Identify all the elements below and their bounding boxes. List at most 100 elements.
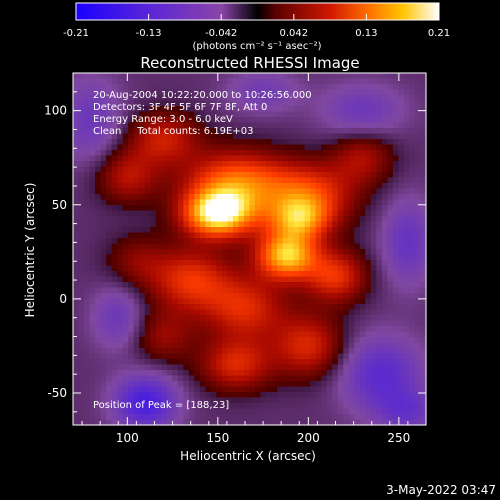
heatmap-cell: [155, 320, 162, 327]
heatmap-cell: [89, 353, 96, 360]
heatmap-cell: [299, 111, 306, 118]
heatmap-cell: [210, 166, 218, 173]
heatmap-cell: [365, 128, 372, 135]
heatmap-cell: [365, 287, 372, 294]
heatmap-cell: [177, 370, 184, 377]
heatmap-cell: [150, 249, 157, 256]
heatmap-cell: [238, 337, 245, 344]
heatmap-cell: [293, 84, 300, 91]
heatmap-cell: [255, 183, 262, 190]
heatmap-cell: [260, 144, 267, 151]
heatmap-cell: [84, 309, 91, 316]
heatmap-cell: [227, 89, 234, 96]
heatmap-cell: [161, 331, 168, 338]
heatmap-cell: [348, 78, 355, 85]
heatmap-cell: [420, 397, 427, 404]
heatmap-cell: [172, 216, 179, 223]
heatmap-cell: [221, 139, 229, 146]
heatmap-cell: [343, 304, 350, 311]
heatmap-cell: [210, 177, 218, 184]
heatmap-cell: [221, 128, 229, 135]
heatmap-cell: [133, 183, 140, 190]
heatmap-cell: [381, 304, 388, 311]
heatmap-cell: [210, 183, 218, 190]
heatmap-cell: [299, 282, 306, 289]
heatmap-cell: [133, 177, 140, 184]
heatmap-cell: [144, 73, 151, 80]
colorbar-tick-labels: -0.21 -0.13 -0.042 0.042 0.13 0.21: [63, 28, 450, 39]
heatmap-cell: [232, 117, 240, 124]
heatmap-cell: [370, 161, 377, 168]
heatmap-cell: [293, 331, 300, 338]
heatmap-cell: [266, 128, 273, 135]
heatmap-cell: [359, 199, 366, 206]
heatmap-cell: [255, 276, 262, 283]
heatmap-cell: [414, 216, 422, 223]
heatmap-cell: [73, 150, 80, 157]
heatmap-cell: [381, 331, 388, 338]
heatmap-cell: [243, 353, 251, 360]
heatmap-cell: [326, 282, 333, 289]
heatmap-cell: [398, 414, 405, 421]
heatmap-cell: [255, 144, 262, 151]
heatmap-cell: [409, 183, 416, 190]
heatmap-cell: [221, 95, 229, 102]
info-energy-range: Energy Range: 3.0 - 6.0 keV: [93, 114, 233, 125]
heatmap-cell: [326, 348, 333, 355]
heatmap-cell: [144, 89, 151, 96]
heatmap-cell: [326, 364, 333, 371]
heatmap-cell: [100, 282, 107, 289]
heatmap-cell: [210, 260, 218, 267]
heatmap-cell: [299, 348, 306, 355]
heatmap-cell: [144, 282, 151, 289]
heatmap-cell: [188, 381, 195, 388]
heatmap-cell: [299, 419, 306, 426]
heatmap-cell: [398, 375, 405, 382]
heatmap-cell: [271, 315, 278, 322]
heatmap-cell: [409, 293, 416, 300]
heatmap-cell: [106, 370, 113, 377]
heatmap-cell: [288, 95, 295, 102]
heatmap-cell: [277, 342, 284, 349]
heatmap-cell: [144, 265, 151, 272]
heatmap-cell: [293, 375, 300, 382]
heatmap-cell: [117, 111, 124, 118]
heatmap-cell: [381, 353, 388, 360]
heatmap-cell: [293, 188, 300, 195]
heatmap-cell: [84, 348, 91, 355]
heatmap-cell: [73, 95, 80, 102]
heatmap-cell: [139, 238, 146, 245]
heatmap-cell: [392, 419, 400, 426]
heatmap-cell: [293, 78, 300, 85]
heatmap-cell: [326, 216, 333, 223]
heatmap-cell: [260, 84, 267, 91]
heatmap-cell: [205, 403, 212, 410]
x-tick-label: 250: [387, 431, 410, 445]
heatmap-cell: [155, 139, 162, 146]
heatmap-cell: [266, 155, 273, 162]
heatmap-cell: [84, 155, 91, 162]
heatmap-cell: [111, 84, 118, 91]
heatmap-cell: [183, 89, 190, 96]
heatmap-cell: [183, 216, 190, 223]
heatmap-cell: [243, 304, 251, 311]
heatmap-cell: [139, 199, 146, 206]
heatmap-cell: [227, 199, 234, 206]
heatmap-cell: [221, 392, 229, 399]
heatmap-cell: [288, 188, 295, 195]
heatmap-cell: [293, 414, 300, 421]
heatmap-cell: [227, 166, 234, 173]
heatmap-cell: [128, 364, 135, 371]
heatmap-cell: [271, 364, 278, 371]
heatmap-cell: [266, 73, 273, 80]
heatmap-cell: [310, 166, 317, 173]
heatmap-cell: [177, 122, 184, 129]
heatmap-cell: [243, 276, 251, 283]
heatmap-cell: [227, 188, 234, 195]
heatmap-cell: [293, 117, 300, 124]
heatmap-cell: [277, 326, 284, 333]
heatmap-cell: [343, 166, 350, 173]
heatmap-cell: [249, 254, 256, 261]
heatmap-cell: [128, 375, 135, 382]
heatmap-cell: [199, 194, 206, 201]
